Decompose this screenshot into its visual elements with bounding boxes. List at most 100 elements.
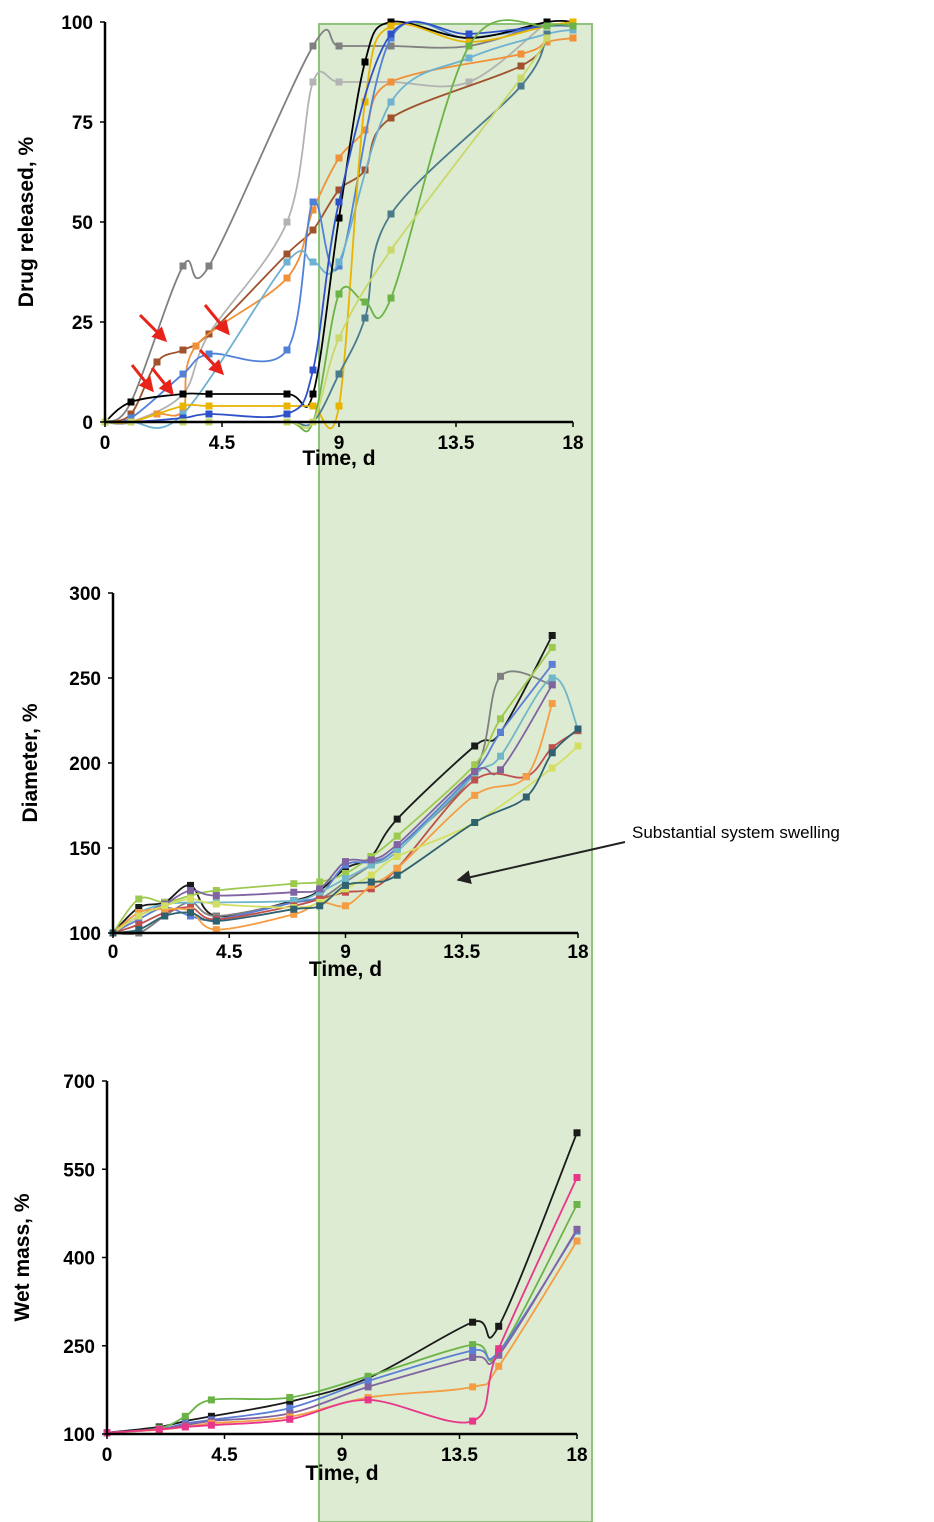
data-point-s10-8 [342,881,349,889]
data-point-s6-8 [465,54,473,62]
data-point-s7-11 [543,18,551,26]
data-point-s2-5 [286,1394,294,1401]
data-point-s7-4 [205,390,213,398]
data-point-s4-5 [192,342,200,350]
y-axis-label: Drug released, % [15,136,38,307]
data-point-s1-6 [335,42,343,50]
data-point-s9-4 [205,410,213,418]
data-point-s4-13 [569,34,577,42]
data-point-s6-7 [316,885,324,893]
data-point-s1-5 [286,1398,294,1406]
y-tick-label: 550 [63,1160,95,1181]
data-point-s10-6 [290,905,298,913]
data-point-s6-7 [469,1417,477,1425]
data-point-s7-6 [309,390,317,398]
data-point-s2-3 [181,1412,189,1420]
data-point-s7-11 [471,776,479,784]
annotation-text: Substantial system swelling [632,823,840,842]
data-point-s1-2 [135,904,143,911]
data-point-s3-7 [469,1347,477,1354]
data-point-s6-10 [393,841,401,849]
data-point-s7-7 [335,214,343,222]
red-arrow-1 [138,313,168,343]
data-point-s7-8 [361,58,369,66]
data-point-s6-6 [290,888,298,896]
data-point-s9-3 [179,414,187,422]
data-point-s6-4 [283,258,291,266]
data-point-s3-8 [335,186,343,194]
y-tick-label: 50 [72,213,93,234]
y-tick-label: 100 [61,13,93,34]
data-point-s8-12 [522,773,530,781]
data-point-s6-5 [212,892,220,900]
data-point-s10-11 [471,819,479,826]
data-point-s1-4 [207,1412,215,1420]
data-point-s5-13 [548,674,556,682]
data-point-s9-6 [309,366,317,374]
y-tick-label: 700 [63,1072,95,1093]
data-point-s3-5 [212,887,220,894]
x-axis-label: Time, d [309,958,382,981]
data-point-s4-7 [469,1354,477,1361]
red-arrow-2 [203,304,230,336]
data-point-s4-13 [548,660,556,668]
data-point-s1-7 [387,42,395,50]
data-point-s3-2 [135,895,143,903]
x-tick-label: 13.5 [438,433,475,454]
data-point-s1-8 [495,1322,503,1330]
x-tick-label: 4.5 [209,433,236,454]
data-point-s11-11 [543,22,551,30]
data-point-s6-2 [155,1425,163,1433]
data-point-s1-3 [179,262,187,270]
data-point-s10-11 [543,30,551,38]
data-point-s4-9 [573,1225,581,1233]
data-point-s3-11 [517,62,525,70]
y-tick-label: 400 [63,1249,95,1270]
data-point-s4-7 [309,206,317,214]
data-point-s4-8 [335,154,343,162]
x-tick-label: 18 [562,433,583,454]
y-tick-label: 300 [69,584,101,605]
data-point-s10-2 [135,926,143,934]
data-point-s3-4 [179,346,187,354]
data-point-s6-8 [495,1345,503,1353]
data-point-s11-10 [465,42,473,50]
data-point-s5-8 [495,1362,503,1370]
data-point-s6-9 [367,856,375,864]
y-tick-label: 250 [69,669,101,690]
data-point-s5-8 [387,34,395,42]
x-axis-label: Time, d [302,447,375,470]
data-point-s9-5 [212,900,220,908]
data-point-s12-8 [387,246,395,254]
data-point-s2-7 [335,78,343,86]
data-point-s7-2 [135,921,143,928]
data-point-s12-9 [517,74,525,82]
data-point-s2-9 [465,78,473,86]
data-point-s8-8 [342,902,349,910]
data-point-s10-12 [522,793,530,801]
data-point-s4-12 [543,38,551,46]
data-point-s6-6 [364,1396,372,1404]
data-point-s7-5 [283,390,291,398]
data-point-s8-9 [387,22,395,30]
data-point-s9-10 [393,853,401,860]
x-tick-label: 18 [566,1445,587,1466]
data-point-s5-5 [283,346,291,354]
data-point-s8-6 [309,402,317,410]
data-point-s2-7 [469,1341,477,1349]
data-point-s12-7 [335,334,343,342]
data-point-s10-14 [574,725,582,733]
data-point-s10-9 [387,210,395,218]
data-point-s8-10 [393,864,401,872]
data-point-s8-4 [205,402,213,410]
data-point-s6-6 [335,258,343,266]
data-point-s10-7 [335,370,343,378]
x-tick-label: 0 [108,942,119,963]
y-tick-label: 250 [63,1337,95,1358]
data-point-s5-9 [573,1237,581,1245]
x-tick-label: 0 [102,1445,113,1466]
data-point-s11-7 [335,290,343,298]
data-point-s9-7 [335,198,343,206]
data-point-s5-8 [342,875,349,883]
data-point-s9-3 [161,902,169,910]
